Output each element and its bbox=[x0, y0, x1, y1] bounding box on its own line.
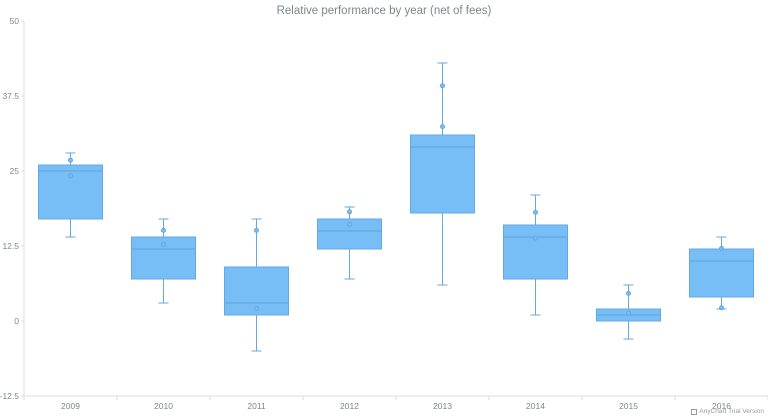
y-tick-label: -12.5 bbox=[0, 391, 19, 401]
box-2013 bbox=[410, 62, 475, 286]
box-2012 bbox=[317, 206, 382, 280]
outlier-point bbox=[347, 209, 352, 215]
box-body bbox=[38, 164, 103, 220]
outlier-point bbox=[719, 305, 724, 311]
outlier-point bbox=[68, 173, 73, 179]
x-tick-label: 2010 bbox=[154, 401, 173, 411]
box-2010 bbox=[131, 218, 196, 304]
outlier-point bbox=[626, 290, 631, 296]
box-body bbox=[503, 224, 568, 280]
box-2015 bbox=[596, 284, 661, 340]
anychart-logo-icon bbox=[691, 408, 698, 415]
outlier-point bbox=[719, 245, 724, 251]
outlier-point bbox=[533, 235, 538, 241]
x-tick-label: 2012 bbox=[340, 401, 359, 411]
x-tick-label: 2014 bbox=[526, 401, 545, 411]
x-tick-label: 2015 bbox=[619, 401, 638, 411]
trial-version-credit: AnyChart Trial Version bbox=[691, 408, 764, 415]
outlier-point bbox=[533, 209, 538, 215]
outlier-point bbox=[440, 124, 445, 130]
chart-title: Relative performance by year (net of fee… bbox=[277, 5, 492, 17]
outlier-point bbox=[347, 221, 352, 227]
outlier-point bbox=[626, 310, 631, 316]
credit-text: AnyChart Trial Version bbox=[699, 408, 764, 415]
y-tick-label: 0 bbox=[14, 316, 19, 326]
x-tick-label: 2009 bbox=[61, 401, 80, 411]
outlier-point bbox=[440, 83, 445, 89]
x-tick-label: 2011 bbox=[247, 401, 266, 411]
y-tick-label: 25 bbox=[10, 166, 20, 176]
x-tick-label: 2016 bbox=[712, 401, 731, 411]
outlier-point bbox=[254, 305, 259, 311]
y-tick-label: 37.5 bbox=[2, 91, 19, 101]
outlier-point bbox=[68, 157, 73, 163]
box-body bbox=[410, 134, 475, 214]
outlier-point bbox=[161, 241, 166, 247]
outlier-point bbox=[161, 227, 166, 233]
box-body bbox=[689, 248, 754, 298]
box-2016 bbox=[689, 236, 754, 311]
box-2009 bbox=[38, 152, 103, 238]
box-2011 bbox=[224, 218, 289, 352]
outlier-point bbox=[254, 227, 259, 233]
box-2014 bbox=[503, 194, 568, 316]
y-tick-label: 12.5 bbox=[2, 241, 19, 251]
x-tick-label: 2013 bbox=[433, 401, 452, 411]
y-tick-label: 50 bbox=[10, 16, 20, 26]
